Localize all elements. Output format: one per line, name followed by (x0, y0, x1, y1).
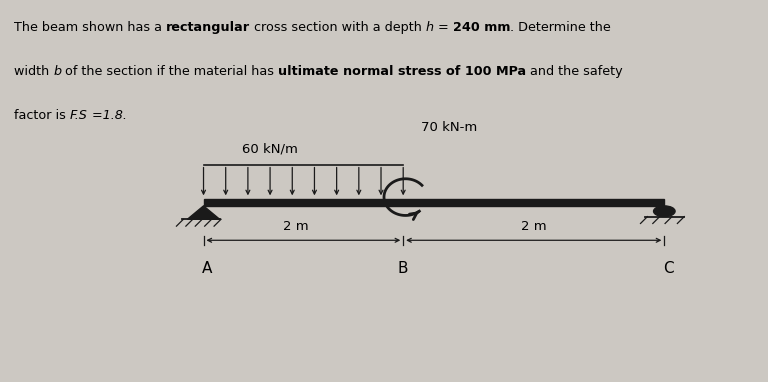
Text: . Determine the: . Determine the (510, 21, 611, 34)
Text: factor is: factor is (14, 109, 70, 122)
Text: and the safety: and the safety (526, 65, 623, 78)
Circle shape (654, 206, 675, 217)
Text: width: width (14, 65, 53, 78)
Text: of the section if the material has: of the section if the material has (61, 65, 278, 78)
Text: 60 kN/m: 60 kN/m (242, 142, 298, 155)
Text: =1.8.: =1.8. (88, 109, 127, 122)
Text: 2 m: 2 m (283, 220, 309, 233)
Text: A: A (202, 261, 213, 276)
Text: rectangular: rectangular (166, 21, 250, 34)
Text: =: = (434, 21, 452, 34)
Text: 240 mm: 240 mm (452, 21, 510, 34)
Text: h: h (425, 21, 434, 34)
Text: 70 kN-m: 70 kN-m (421, 121, 477, 134)
Text: C: C (663, 261, 674, 276)
Text: B: B (398, 261, 409, 276)
Text: The beam shown has a: The beam shown has a (14, 21, 166, 34)
Text: cross section with a depth: cross section with a depth (250, 21, 425, 34)
Text: 2 m: 2 m (521, 220, 547, 233)
Bar (204, 199, 664, 206)
Text: F.S: F.S (70, 109, 88, 122)
Text: ultimate normal stress of 100 MPa: ultimate normal stress of 100 MPa (278, 65, 526, 78)
Polygon shape (187, 206, 220, 219)
Text: b: b (53, 65, 61, 78)
